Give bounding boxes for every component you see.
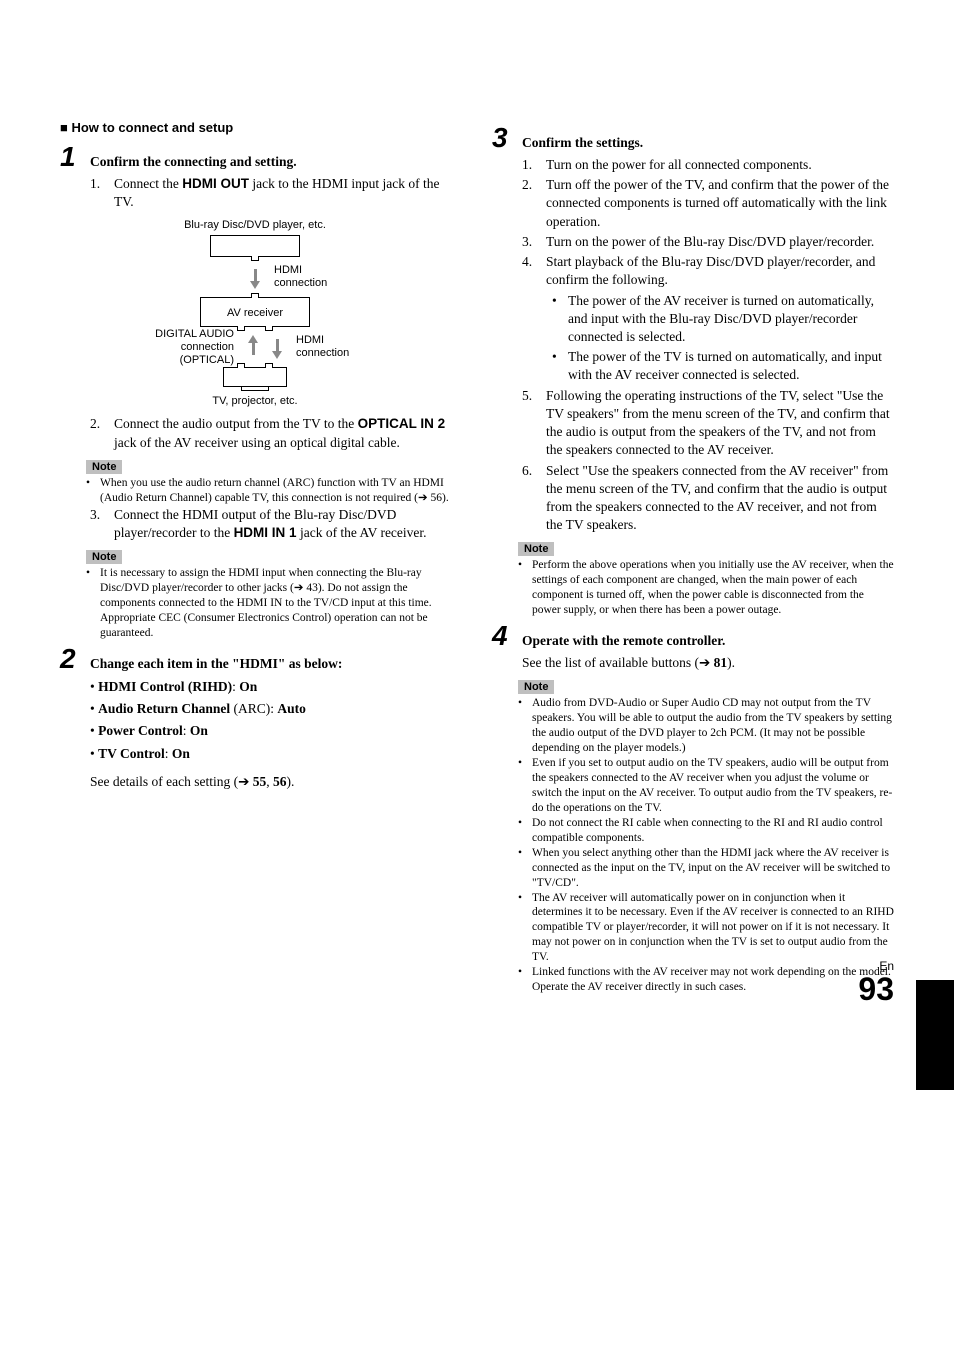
page-footer: En 93 [858,959,894,1005]
step-3-sub-4: 4.Start playback of the Blu-ray Disc/DVD… [522,253,894,289]
step-4-header: 4 Operate with the remote controller. [492,622,894,650]
step-2-header: 2 Change each item in the "HDMI" as belo… [60,645,462,673]
step-4-notes: •Audio from DVD-Audio or Super Audio CD … [518,696,894,995]
step-1-title: Confirm the connecting and setting. [90,154,462,170]
note-tag: Note [518,542,554,556]
step-1-header: 1 Confirm the connecting and setting. [60,143,462,171]
note-tag: Note [518,680,554,694]
step-3-sub-6: 6.Select "Use the speakers connected fro… [522,462,894,535]
right-column: 3 Confirm the settings. 1.Turn on the po… [492,120,894,995]
diagram-av-receiver-box: AV receiver [200,297,310,327]
diagram-arrow-row-1: HDMIconnection [90,257,420,297]
diagram-tv-label: TV, projector, etc. [90,395,420,407]
step-3-sub-5: 5.Following the operating instructions o… [522,387,894,460]
left-column: ■ How to connect and setup 1 Confirm the… [60,120,462,995]
step-3-sub-3: 3.Turn on the power of the Blu-ray Disc/… [522,233,894,251]
step-1-sub-2: 2. Connect the audio output from the TV … [90,415,462,451]
setting-hdmi-control: • HDMI Control (RIHD): On [90,677,462,697]
diagram-top-label: Blu-ray Disc/DVD player, etc. [90,219,420,231]
step-2-title: Change each item in the "HDMI" as below: [90,656,462,672]
step-4-number: 4 [492,622,514,650]
connect-setup-header: ■ How to connect and setup [60,120,462,135]
step-3-sub-2: 2.Turn off the power of the TV, and conf… [522,176,894,231]
step-3-sub-4-b2: •The power of the TV is turned on automa… [552,348,894,384]
side-tab [916,980,954,1090]
diagram-arrow-row-2: DIGITAL AUDIOconnection(OPTICAL) HDMIcon… [90,327,420,367]
footer-page-number: 93 [858,973,894,1005]
step-2-number: 2 [60,645,82,673]
step-2-footer: See details of each setting (➔ 55, 56). [90,774,462,790]
note-tag: Note [86,550,122,564]
connection-diagram: Blu-ray Disc/DVD player, etc. HDMIconnec… [90,219,420,407]
step-4-line: See the list of available buttons (➔ 81)… [522,654,894,672]
step-1-sub-1: 1. Connect the HDMI OUT jack to the HDMI… [90,175,462,211]
step-1-number: 1 [60,143,82,171]
page-columns: ■ How to connect and setup 1 Confirm the… [60,120,894,995]
arrow-down-icon [272,335,282,359]
arrow-down-icon [250,265,260,289]
diagram-bd-player-box [210,235,300,257]
step-3-sub-1: 1.Turn on the power for all connected co… [522,156,894,174]
step-3-sub-4-b1: •The power of the AV receiver is turned … [552,292,894,347]
step-1-note-1: •When you use the audio return channel (… [86,476,462,506]
step-3-title: Confirm the settings. [522,135,894,151]
step-1-note-2: •It is necessary to assign the HDMI inpu… [86,566,462,641]
step-3-header: 3 Confirm the settings. [492,124,894,152]
step-3-note: •Perform the above operations when you i… [518,558,894,618]
setting-tv-control: • TV Control: On [90,744,462,764]
note-tag: Note [86,460,122,474]
step-4-title: Operate with the remote controller. [522,633,894,649]
diagram-tv-box [90,367,420,391]
step-2-settings-list: • HDMI Control (RIHD): On • Audio Return… [90,677,462,764]
step-3-number: 3 [492,124,514,152]
step-1-sub-3: 3. Connect the HDMI output of the Blu-ra… [90,506,462,542]
setting-power-control: • Power Control: On [90,721,462,741]
arrow-up-icon [248,335,258,359]
setting-arc: • Audio Return Channel (ARC): Auto [90,699,462,719]
